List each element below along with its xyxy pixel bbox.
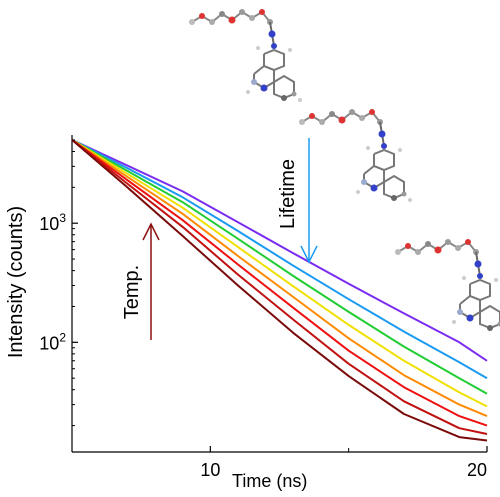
series-line-4 bbox=[71, 139, 488, 408]
x-tick-label: 20 bbox=[467, 460, 487, 480]
series-line-2 bbox=[71, 139, 488, 380]
tick-layer: 10 20 103 102 bbox=[39, 139, 488, 480]
molecule-structure-icon bbox=[298, 108, 413, 203]
temp-arrow-head bbox=[142, 222, 160, 241]
temp-label: Temp. bbox=[121, 265, 143, 319]
lifetime-annotation: Lifetime bbox=[277, 138, 318, 264]
x-tick-label: 10 bbox=[200, 460, 220, 480]
y-tick-label: 102 bbox=[39, 330, 66, 353]
series-line-3 bbox=[71, 139, 488, 395]
series-line-6 bbox=[71, 139, 488, 427]
series-line-1 bbox=[71, 138, 488, 362]
lifetime-label: Lifetime bbox=[277, 159, 299, 229]
molecule-structure-icon bbox=[188, 8, 303, 103]
x-axis-title: Time (ns) bbox=[232, 471, 307, 491]
y-tick-label: 103 bbox=[39, 211, 66, 234]
y-axis-title: Intensity (counts) bbox=[5, 206, 27, 358]
series-line-8 bbox=[71, 139, 488, 442]
temp-annotation: Temp. bbox=[121, 222, 160, 340]
series-line-5 bbox=[71, 139, 488, 418]
series-line-7 bbox=[71, 139, 488, 435]
lifetime-arrow-head bbox=[300, 245, 318, 264]
series-layer bbox=[71, 138, 488, 442]
